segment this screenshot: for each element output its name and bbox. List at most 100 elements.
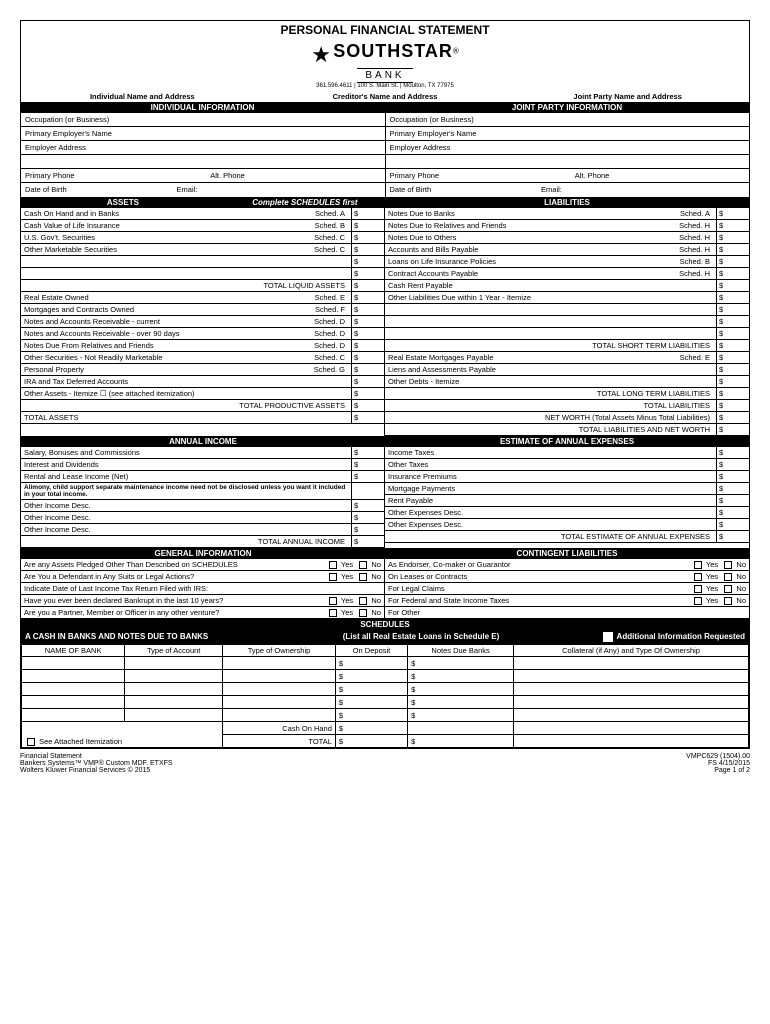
line-item: Notes and Accounts Receivable - over 90 … bbox=[21, 328, 384, 340]
line-item: NET WORTH (Total Assets Minus Total Liab… bbox=[385, 412, 749, 424]
line-item: Interest and Dividends$ bbox=[21, 459, 384, 471]
sched-a-sub: (List all Real Estate Loans in Schedule … bbox=[313, 632, 529, 642]
line-item: Rent Payable$ bbox=[385, 495, 749, 507]
logo-area: ★ SOUTHSTAR® BANK 361.596.4611 | 100 S. … bbox=[21, 39, 749, 91]
table-header: On Deposit bbox=[335, 645, 407, 657]
table-header: Notes Due Banks bbox=[408, 645, 514, 657]
cont-liab-header: CONTINGENT LIABILITIES bbox=[385, 549, 749, 558]
line-item: Other Income Desc.$ bbox=[21, 512, 384, 524]
line-item: TOTAL ANNUAL INCOME$ bbox=[21, 536, 384, 548]
name-address-row: Individual Name and Address Creditor's N… bbox=[21, 91, 749, 102]
line-item: Cash On Hand and in BanksSched. A$ bbox=[21, 208, 384, 220]
line-item: Mortgages and Contracts OwnedSched. F$ bbox=[21, 304, 384, 316]
phone-label-2: Primary Phone bbox=[390, 171, 440, 180]
line-item: Other Securities - Not Readily Marketabl… bbox=[21, 352, 384, 364]
email-label: Email: bbox=[177, 185, 198, 194]
line-item: Notes and Accounts Receivable - currentS… bbox=[21, 316, 384, 328]
line-item: Income Taxes$ bbox=[385, 447, 749, 459]
page-footer: Financial Statement Bankers Systems™ VMP… bbox=[20, 749, 750, 774]
assets-liab-header: ASSETS Complete SCHEDULES first LIABILIT… bbox=[21, 197, 749, 208]
line-item: Personal PropertySched. G$ bbox=[21, 364, 384, 376]
line-item: Salary, Bonuses and Commissions$ bbox=[21, 447, 384, 459]
table-header: NAME OF BANK bbox=[22, 645, 125, 657]
line-item: Accounts and Bills PayableSched. H$ bbox=[385, 244, 749, 256]
joint-header: Joint Party Name and Address bbox=[506, 91, 749, 102]
see-attached-checkbox[interactable] bbox=[27, 738, 35, 746]
complete-first: Complete SCHEDULES first bbox=[225, 198, 385, 207]
employer-name-label: Primary Employer's Name bbox=[25, 129, 112, 138]
table-header: Type of Ownership bbox=[223, 645, 336, 657]
cash-on-hand-label: Cash On Hand bbox=[223, 722, 336, 735]
line-item: TOTAL ASSETS$ bbox=[21, 412, 384, 424]
line-item: U.S. Gov't. SecuritiesSched. C$ bbox=[21, 232, 384, 244]
footer-date: FS 4/15/2015 bbox=[686, 760, 750, 767]
question-row: For Legal Claims Yes No bbox=[385, 583, 749, 595]
liabilities-column: Notes Due to BanksSched. A$ Notes Due to … bbox=[385, 208, 749, 436]
expense-column: Income Taxes$Other Taxes$Insurance Premi… bbox=[385, 447, 749, 548]
line-item: $ bbox=[21, 256, 384, 268]
line-item: TOTAL PRODUCTIVE ASSETS$ bbox=[21, 400, 384, 412]
line-item: Other Expenses Desc.$ bbox=[385, 507, 749, 519]
bank-name: SOUTHSTAR bbox=[333, 41, 453, 62]
line-item: TOTAL SHORT TERM LIABILITIES$ bbox=[385, 340, 749, 352]
line-item: Cash Value of Life InsuranceSched. B$ bbox=[21, 220, 384, 232]
line-item: Other Marketable SecuritiesSched. C$ bbox=[21, 244, 384, 256]
line-item: Other Taxes$ bbox=[385, 459, 749, 471]
line-item: Cash Rent Payable$ bbox=[385, 280, 749, 292]
footer-line3: Wolters Kluwer Financial Services © 2015 bbox=[20, 767, 173, 774]
schedule-a-header: A CASH IN BANKS AND NOTES DUE TO BANKS (… bbox=[21, 630, 749, 644]
footer-page: Page 1 of 2 bbox=[686, 767, 750, 774]
table-header: Collateral (if Any) and Type Of Ownershi… bbox=[514, 645, 749, 657]
employer-addr-label: Employer Address bbox=[25, 143, 86, 152]
table-header: Type of Account bbox=[125, 645, 223, 657]
line-item: $ bbox=[385, 304, 749, 316]
line-item: $ bbox=[385, 316, 749, 328]
line-item: Liens and Assessments Payable$ bbox=[385, 364, 749, 376]
total-label: TOTAL bbox=[223, 735, 336, 748]
line-item: TOTAL ESTIMATE OF ANNUAL EXPENSES$ bbox=[385, 531, 749, 543]
joint-info-header: JOINT PARTY INFORMATION bbox=[385, 102, 749, 113]
line-item: $ bbox=[385, 328, 749, 340]
question-row: As Endorser, Co-maker or Guarantor Yes N… bbox=[385, 559, 749, 571]
dob-label: Date of Birth bbox=[25, 185, 67, 194]
line-item: Notes Due to OthersSched. H$ bbox=[385, 232, 749, 244]
question-row: On Leases or Contracts Yes No bbox=[385, 571, 749, 583]
page-title: PERSONAL FINANCIAL STATEMENT bbox=[21, 21, 749, 39]
additional-info-checkbox[interactable] bbox=[603, 632, 613, 642]
line-item: Notes Due to BanksSched. A$ bbox=[385, 208, 749, 220]
creditor-header: Creditor's Name and Address bbox=[264, 91, 507, 102]
line-item: Real Estate Mortgages PayableSched. E$ bbox=[385, 352, 749, 364]
line-item: Other Debts - Itemize$ bbox=[385, 376, 749, 388]
bank-contact: 361.596.4611 | 100 S. Main St. | Moulton… bbox=[21, 83, 749, 89]
line-item: Insurance Premiums$ bbox=[385, 471, 749, 483]
occupation-label-2: Occupation (or Business) bbox=[390, 115, 474, 124]
dob-label-2: Date of Birth bbox=[390, 185, 432, 194]
footer-code: VMPC629 (1504).00 bbox=[686, 753, 750, 760]
income-expense-header: ANNUAL INCOME ESTIMATE OF ANNUAL EXPENSE… bbox=[21, 436, 749, 447]
line-item: $ bbox=[21, 268, 384, 280]
line-item: Rental and Lease Income (Net)$ bbox=[21, 471, 384, 483]
additional-info-label: Additional Information Requested bbox=[617, 632, 745, 641]
line-item: Other Liabilities Due within 1 Year - It… bbox=[385, 292, 749, 304]
question-row: Indicate Date of Last Income Tax Return … bbox=[21, 583, 384, 595]
line-item: Notes Due From Relatives and FriendsSche… bbox=[21, 340, 384, 352]
expenses-header: ESTIMATE OF ANNUAL EXPENSES bbox=[385, 437, 749, 446]
alt-phone-label-2: Alt. Phone bbox=[575, 171, 610, 180]
line-item: Other Assets - Itemize ☐ (see attached i… bbox=[21, 388, 384, 400]
gen-info-column: Are any Assets Pledged Other Than Descri… bbox=[21, 559, 385, 619]
line-item: IRA and Tax Deferred Accounts$ bbox=[21, 376, 384, 388]
indiv-info-header: INDIVIDUAL INFORMATION bbox=[21, 102, 385, 113]
schedule-a-table: NAME OF BANKType of AccountType of Owner… bbox=[21, 644, 749, 748]
gen-cont-header: GENERAL INFORMATION CONTINGENT LIABILITI… bbox=[21, 548, 749, 559]
line-item: Contract Accounts PayableSched. H$ bbox=[385, 268, 749, 280]
individual-header: Individual Name and Address bbox=[21, 91, 264, 102]
question-row: For Other bbox=[385, 607, 749, 619]
line-item: Mortgage Payments$ bbox=[385, 483, 749, 495]
personal-info: Occupation (or Business) Primary Employe… bbox=[21, 113, 749, 197]
gen-cont-body: Are any Assets Pledged Other Than Descri… bbox=[21, 559, 749, 619]
line-item: TOTAL LIABILITIES AND NET WORTH$ bbox=[385, 424, 749, 436]
form-page: PERSONAL FINANCIAL STATEMENT ★ SOUTHSTAR… bbox=[20, 20, 750, 749]
cont-liab-column: As Endorser, Co-maker or Guarantor Yes N… bbox=[385, 559, 749, 619]
gen-info-header: GENERAL INFORMATION bbox=[21, 549, 385, 558]
schedules-header: SCHEDULES bbox=[21, 619, 749, 630]
